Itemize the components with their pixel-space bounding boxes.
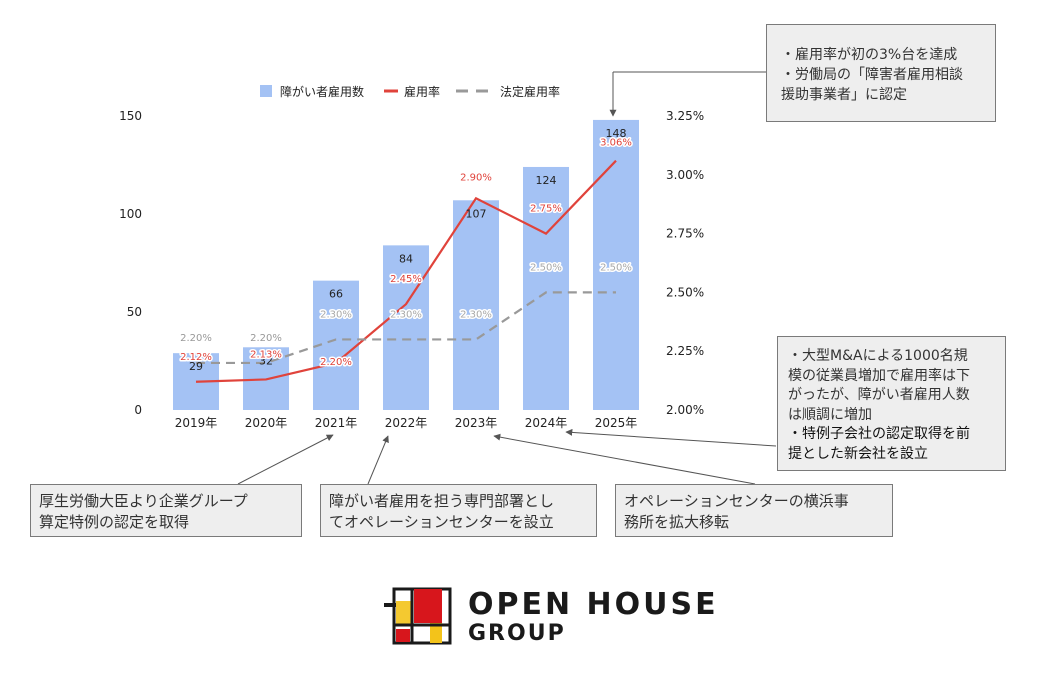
- annotation-line: は順調に増加: [788, 406, 872, 423]
- line-value-label: 2.50%: [600, 262, 632, 273]
- annotation-bottom-1: 厚生労働大臣より企業グループ 算定特例の認定を取得: [30, 484, 302, 537]
- annotation-line: 提とした新会社を設立: [788, 445, 928, 462]
- x-tick-label: 2021年: [315, 416, 358, 430]
- arrow-to-2021: [237, 434, 334, 485]
- bar-value-label: 32: [259, 354, 273, 367]
- bar-value-label: 84: [399, 252, 413, 265]
- line-value-label: 2.20%: [250, 333, 282, 344]
- bar-value-label: 124: [536, 174, 557, 187]
- bar-value-label: 148: [606, 127, 627, 140]
- y-right-tick-label: 2.75%: [666, 227, 704, 241]
- annotation-line: 務所を拡大移転: [624, 513, 730, 531]
- line-value-label: 2.30%: [460, 309, 492, 320]
- legend-label: 雇用率: [404, 84, 440, 99]
- y-right-tick-label: 2.00%: [666, 403, 704, 417]
- line-value-label: 3.06%: [600, 138, 632, 149]
- line-value-label: 2.13%: [250, 349, 282, 360]
- arrow-to-2023: [493, 433, 756, 485]
- line-value-label: 2.20%: [180, 333, 212, 344]
- y-right-tick-label: 2.50%: [666, 285, 704, 299]
- y-left-tick-label: 50: [127, 305, 142, 319]
- arrow-to-2022: [367, 435, 389, 485]
- arrow-to-2024: [565, 428, 777, 447]
- y-right-tick-label: 3.25%: [666, 109, 704, 123]
- bar: [593, 119, 639, 411]
- annotation-line: 算定特例の認定を取得: [39, 513, 190, 531]
- annotation-line: 障がい者雇用を担う専門部署とし: [329, 492, 555, 510]
- x-tick-label: 2019年: [175, 416, 218, 430]
- line-value-label: 2.90%: [460, 172, 492, 183]
- logo-text-sub: GROUP: [468, 621, 566, 646]
- annotation-mid-right: ・大型M&Aによる1000名規 模の従業員増加で雇用率は下 がったが、障がい者雇…: [777, 336, 1006, 471]
- open-house-group-logo: OPEN HOUSE GROUP: [384, 585, 716, 647]
- bar: [383, 245, 429, 410]
- x-tick-label: 2023年: [455, 416, 498, 430]
- bar-value-label: 107: [466, 207, 487, 220]
- logo-text-main: OPEN HOUSE: [468, 587, 719, 622]
- y-right-tick-label: 3.00%: [666, 168, 704, 182]
- annotation-bottom-3: オペレーションセンターの横浜事 務所を拡大移転: [615, 484, 893, 537]
- line-value-label: 2.50%: [530, 262, 562, 273]
- annotation-line: 援助事業者」に認定: [781, 87, 907, 103]
- line-value-label: 2.20%: [320, 357, 352, 368]
- line-value-label: 2.75%: [530, 204, 562, 215]
- x-tick-label: 2025年: [595, 416, 638, 430]
- legend-swatch-bars: [260, 85, 272, 97]
- line-value-label: 2.30%: [320, 309, 352, 320]
- y-right-tick-label: 2.25%: [666, 344, 704, 358]
- annotation-line: がったが、障がい者雇用人数: [788, 387, 970, 403]
- logo-mark-icon: [384, 587, 452, 645]
- x-tick-label: 2022年: [385, 416, 428, 430]
- annotation-bottom-2: 障がい者雇用を担う専門部署とし てオペレーションセンターを設立: [320, 484, 597, 537]
- bar: [523, 166, 569, 410]
- bar: [453, 200, 499, 410]
- annotation-line: ・労働局の「障害者雇用相談: [781, 67, 963, 83]
- statutory-rate-line: [196, 291, 616, 365]
- x-tick-label: 2020年: [245, 416, 288, 430]
- bar-value-label: 29: [189, 360, 203, 373]
- annotation-top-right: ・雇用率が初の3%台を達成 ・労働局の「障害者雇用相談 援助事業者」に認定: [766, 24, 996, 122]
- annotation-line: てオペレーションセンターを設立: [329, 513, 554, 531]
- employment-rate-line: [195, 159, 617, 383]
- annotation-line: 厚生労働大臣より企業グループ: [39, 492, 248, 510]
- line-value-label: 2.45%: [390, 274, 422, 285]
- y-left-tick-label: 150: [119, 109, 142, 123]
- y-left-tick-label: 0: [134, 403, 142, 417]
- annotation-line: オペレーションセンターの横浜事: [624, 492, 849, 510]
- annotation-line: 模の従業員増加で雇用率は下: [788, 367, 970, 384]
- legend-label: 障がい者雇用数: [280, 84, 364, 99]
- x-tick-label: 2024年: [525, 416, 568, 430]
- line-value-label: 2.30%: [390, 309, 422, 320]
- legend-label: 法定雇用率: [500, 84, 560, 99]
- annotation-line: ・雇用率が初の3%台を達成: [781, 47, 958, 63]
- annotation-line: ・大型M&Aによる1000名規: [788, 348, 968, 364]
- line-value-label: 2.12%: [180, 352, 212, 363]
- y-left-tick-label: 100: [119, 207, 142, 221]
- bar-value-label: 66: [329, 288, 343, 301]
- annotation-line: ・特例子会社の認定取得を前: [788, 426, 970, 442]
